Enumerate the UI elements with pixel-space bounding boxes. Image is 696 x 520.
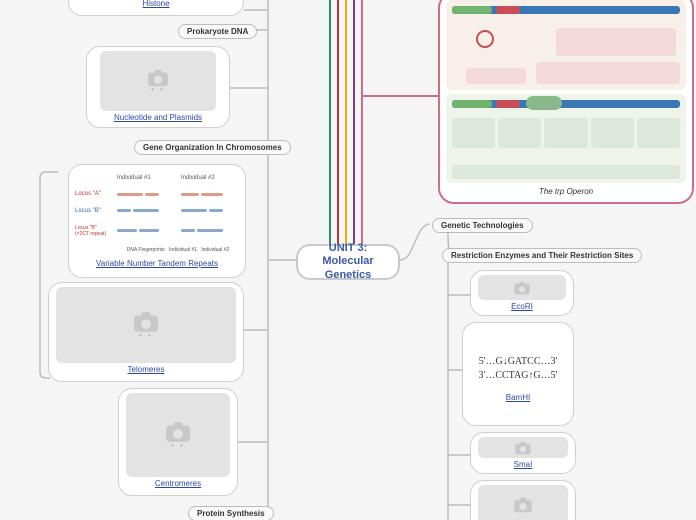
placeholder-icon [478, 437, 568, 458]
cap-vntr: Variable Number Tandem Repeats [75, 259, 239, 268]
cap-nucleotide: Nucleotide and Plasmids [114, 113, 202, 123]
cap-telomeres: Telomeres [128, 365, 165, 375]
card-nucleotide[interactable]: • • Nucleotide and Plasmids [86, 46, 230, 128]
pill-restriction[interactable]: Restriction Enzymes and Their Restrictio… [442, 248, 642, 263]
operon-top [446, 0, 686, 90]
card-histone[interactable]: Histone [68, 0, 244, 16]
label-gene-org: Gene Organization In Chromosomes [143, 143, 282, 152]
cap-smai: SmaI [514, 460, 533, 470]
card-ecori[interactable]: EcoRI [470, 270, 574, 316]
cap-bamhi: BamHI [506, 393, 530, 402]
card-vntr[interactable]: Individual #1Individual #2 Locus "A" Loc… [68, 164, 246, 278]
hub-line1: UNIT 3: [298, 242, 398, 255]
operon-bottom [446, 94, 686, 184]
cap-histone: Histone [142, 0, 169, 9]
pill-gen-tech[interactable]: Genetic Technologies [432, 218, 533, 233]
bamhi-seq: 5'…G↓GATCC…3' 3'…CCTAG↑G…5' [479, 355, 558, 383]
hub-line2: Molecular Genetics [298, 255, 398, 281]
placeholder-icon: • • [56, 287, 236, 363]
vntr-illustration: Individual #1Individual #2 Locus "A" Loc… [75, 171, 239, 257]
card-telomeres[interactable]: • • Telomeres [48, 282, 244, 382]
label-protein-syn: Protein Synthesis [197, 509, 265, 518]
card-centromeres[interactable]: • • Centromeres [118, 388, 238, 496]
cap-centromeres: Centromeres [155, 479, 201, 489]
pill-gene-org[interactable]: Gene Organization In Chromosomes [134, 140, 291, 155]
pill-prok-dna[interactable]: Prokaryote DNA [178, 24, 257, 39]
placeholder-icon [478, 485, 568, 520]
pill-protein-syn[interactable]: Protein Synthesis [188, 506, 274, 520]
cap-trp: The trp Operon [446, 187, 686, 196]
placeholder-icon: • • [126, 393, 230, 477]
card-smai[interactable]: SmaI [470, 432, 576, 474]
hub-node: UNIT 3: Molecular Genetics [296, 244, 400, 280]
label-restriction: Restriction Enzymes and Their Restrictio… [451, 251, 633, 260]
placeholder-icon [478, 275, 566, 300]
label-gen-tech: Genetic Technologies [441, 221, 524, 230]
panel-trp-operon[interactable]: The trp Operon [438, 0, 694, 204]
card-bamhi[interactable]: 5'…G↓GATCC…3' 3'…CCTAG↑G…5' BamHI [462, 322, 574, 426]
card-next-enzyme[interactable] [470, 480, 576, 520]
label-prok-dna: Prokaryote DNA [187, 27, 248, 36]
placeholder-icon: • • [100, 51, 216, 111]
cap-ecori: EcoRI [511, 302, 533, 312]
